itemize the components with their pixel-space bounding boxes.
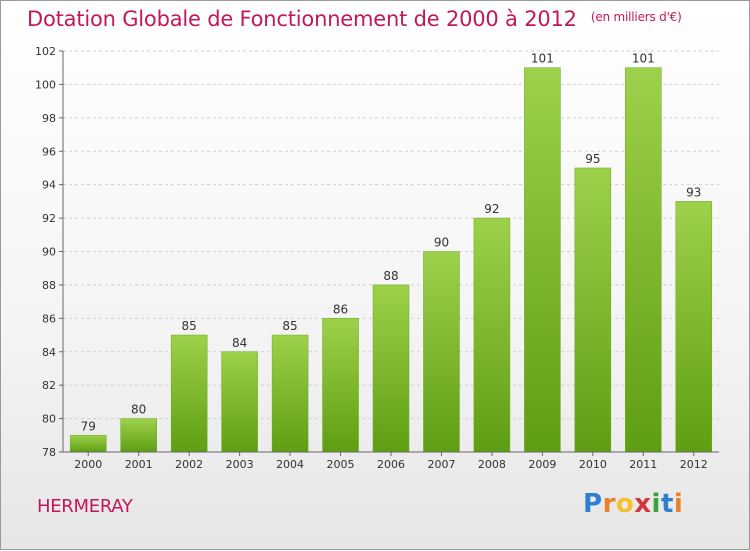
x-tick-label: 2000: [74, 458, 102, 471]
value-label: 93: [686, 185, 701, 199]
value-label: 92: [484, 202, 499, 216]
x-tick-label: 2010: [579, 458, 607, 471]
bar-2008[interactable]: [473, 217, 511, 453]
x-tick-label: 2003: [226, 458, 254, 471]
bar-2012[interactable]: [675, 201, 713, 453]
commune-name: HERMERAY: [37, 496, 133, 517]
value-label: 80: [131, 403, 146, 417]
bar-2009[interactable]: [524, 67, 561, 453]
value-label: 88: [383, 269, 398, 283]
y-tick-label: 84: [42, 346, 56, 359]
value-label: 85: [282, 319, 297, 333]
y-tick-label: 92: [42, 212, 56, 225]
y-tick-label: 80: [42, 413, 56, 426]
y-tick-label: 90: [42, 246, 56, 259]
x-tick-label: 2007: [427, 458, 455, 471]
y-tick-label: 96: [42, 145, 56, 158]
x-tick-label: 2012: [680, 458, 708, 471]
bar-2011[interactable]: [625, 67, 662, 453]
x-tick-label: 2009: [528, 458, 556, 471]
x-tick-label: 2002: [175, 458, 203, 471]
value-label: 101: [632, 52, 655, 66]
value-label: 85: [182, 319, 197, 333]
y-tick-label: 78: [42, 446, 56, 459]
y-tick-label: 102: [35, 45, 56, 58]
chart-title-text: Dotation Globale de Fonctionnement de 20…: [27, 7, 577, 31]
bar-2006[interactable]: [372, 284, 410, 453]
bar-2005[interactable]: [322, 318, 359, 453]
x-tick-label: 2006: [377, 458, 405, 471]
chart-unit: (en milliers d'€): [590, 10, 682, 24]
bar-2004[interactable]: [271, 334, 309, 453]
y-tick-label: 88: [42, 279, 56, 292]
x-tick-label: 2001: [125, 458, 153, 471]
value-label: 95: [585, 152, 600, 166]
value-label: 86: [333, 302, 348, 316]
y-tick-label: 98: [42, 112, 56, 125]
value-label: 90: [434, 236, 449, 250]
y-tick-label: 86: [42, 312, 56, 325]
x-tick-label: 2005: [327, 458, 355, 471]
y-tick-label: 82: [42, 379, 56, 392]
x-tick-label: 2008: [478, 458, 506, 471]
x-tick-label: 2004: [276, 458, 304, 471]
bar-2003[interactable]: [221, 351, 258, 453]
y-tick-label: 94: [42, 179, 56, 192]
bar-2007[interactable]: [423, 251, 460, 453]
bar-2000[interactable]: [69, 435, 107, 453]
proxiti-logo[interactable]: Proxiti: [583, 489, 684, 519]
value-label: 79: [81, 419, 96, 433]
chart-title: Dotation Globale de Fonctionnement de 20…: [27, 7, 682, 31]
bar-2001[interactable]: [120, 418, 157, 453]
value-label: 84: [232, 336, 247, 350]
value-label: 101: [531, 52, 554, 66]
bar-2010[interactable]: [574, 167, 612, 453]
x-tick-label: 2011: [629, 458, 657, 471]
bar-2002[interactable]: [170, 334, 208, 453]
y-tick-label: 100: [35, 78, 56, 91]
